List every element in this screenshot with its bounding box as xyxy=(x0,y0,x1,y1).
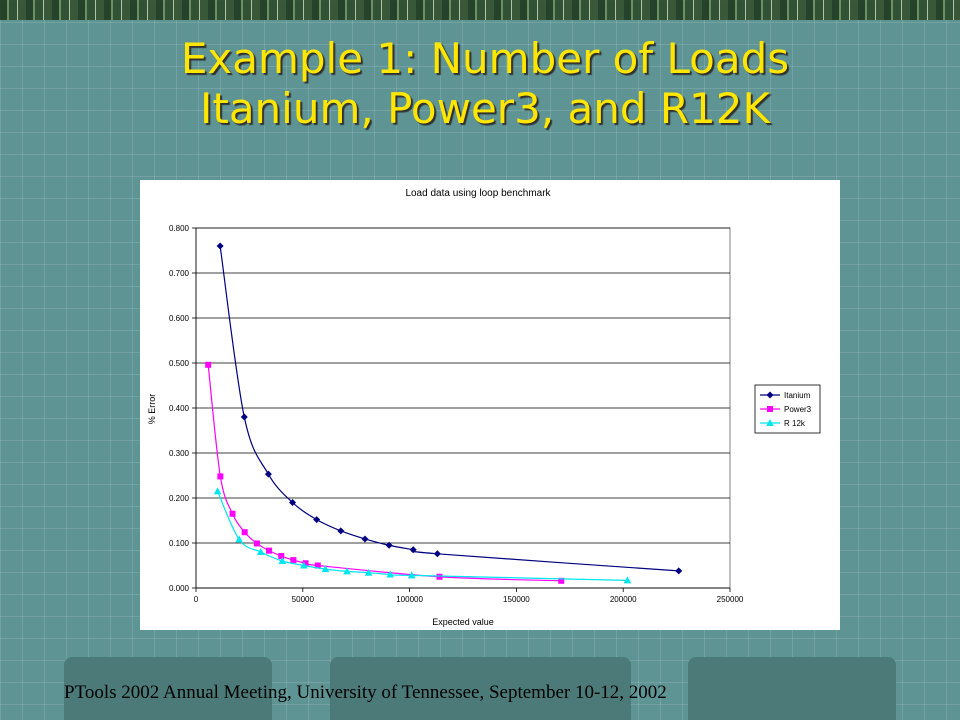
data-point-power3 xyxy=(217,473,224,480)
legend-marker-itanium xyxy=(766,391,774,399)
data-point-power3 xyxy=(266,547,273,554)
data-point-power3 xyxy=(229,510,236,517)
series-power3 xyxy=(205,361,565,584)
y-tick-label: 0.400 xyxy=(169,404,190,413)
x-axis-label: Expected value xyxy=(432,617,494,627)
load-error-line-chart: Load data using loop benchmark Expected … xyxy=(147,188,821,627)
circuit-board-banner xyxy=(0,0,960,20)
x-tick-label: 150000 xyxy=(503,595,530,604)
footer-tab-left xyxy=(64,657,272,720)
legend-marker-r-12k xyxy=(766,419,774,426)
data-point-itanium xyxy=(409,546,417,554)
y-tick-label: 0.000 xyxy=(169,584,190,593)
y-tick-label: 0.800 xyxy=(169,224,190,233)
legend-label-itanium: Itanium xyxy=(784,391,811,400)
data-point-power3 xyxy=(253,540,260,547)
x-tick-label: 0 xyxy=(194,595,199,604)
data-point-power3 xyxy=(290,557,297,564)
x-tick-label: 100000 xyxy=(396,595,423,604)
y-tick-label: 0.500 xyxy=(169,359,190,368)
data-point-itanium xyxy=(313,516,321,524)
footer-tab-right xyxy=(688,657,896,720)
data-point-r-12k xyxy=(364,568,373,576)
data-point-itanium xyxy=(385,541,393,549)
slide-title-line-2: Itanium, Power3, and R12K xyxy=(199,84,771,133)
data-point-power3 xyxy=(314,562,321,569)
data-point-itanium xyxy=(289,499,297,506)
data-point-itanium xyxy=(337,527,345,535)
data-point-itanium xyxy=(675,567,683,575)
data-point-r-12k xyxy=(386,570,394,578)
slide-title: Example 1: Number of Loads Itanium, Powe… xyxy=(60,34,910,134)
legend-label-r-12k: R 12k xyxy=(784,419,806,428)
data-point-r-12k xyxy=(213,487,222,495)
x-tick-label: 250000 xyxy=(717,595,744,604)
chart-area: Load data using loop benchmark Expected … xyxy=(140,180,840,630)
x-tick-label: 50000 xyxy=(292,595,315,604)
data-point-power3 xyxy=(278,553,285,560)
chart-title: Load data using loop benchmark xyxy=(405,188,551,199)
data-point-itanium xyxy=(240,413,248,421)
data-point-r-12k xyxy=(300,561,308,569)
data-point-r-12k xyxy=(343,567,351,575)
y-tick-label: 0.700 xyxy=(169,269,190,278)
data-point-itanium xyxy=(264,470,272,478)
data-point-r-12k xyxy=(278,557,287,564)
legend-marker-power3 xyxy=(767,406,773,412)
legend-label-power3: Power3 xyxy=(784,405,812,414)
y-tick-label: 0.200 xyxy=(169,494,190,503)
data-point-itanium xyxy=(361,535,369,543)
data-point-power3 xyxy=(558,577,565,584)
data-point-itanium xyxy=(433,550,441,558)
footer-text: PTools 2002 Annual Meeting, University o… xyxy=(64,682,667,703)
data-point-power3 xyxy=(302,560,309,567)
y-tick-label: 0.100 xyxy=(169,539,190,548)
data-point-power3 xyxy=(436,573,443,580)
data-point-power3 xyxy=(241,529,248,536)
data-point-power3 xyxy=(205,361,212,368)
series-r-12k xyxy=(213,487,632,584)
slide-title-line-1: Example 1: Number of Loads xyxy=(180,34,790,83)
data-point-itanium xyxy=(216,242,224,250)
series-itanium xyxy=(216,242,683,575)
y-tick-label: 0.300 xyxy=(169,449,190,458)
data-point-r-12k xyxy=(407,571,416,579)
y-tick-label: 0.600 xyxy=(169,314,190,323)
footer-tab-middle xyxy=(330,657,631,720)
data-point-r-12k xyxy=(256,548,265,555)
y-axis-label: % Error xyxy=(147,394,157,425)
data-point-r-12k xyxy=(235,535,243,543)
data-point-r-12k xyxy=(321,565,330,573)
data-point-r-12k xyxy=(623,576,632,584)
x-tick-label: 200000 xyxy=(610,595,637,604)
